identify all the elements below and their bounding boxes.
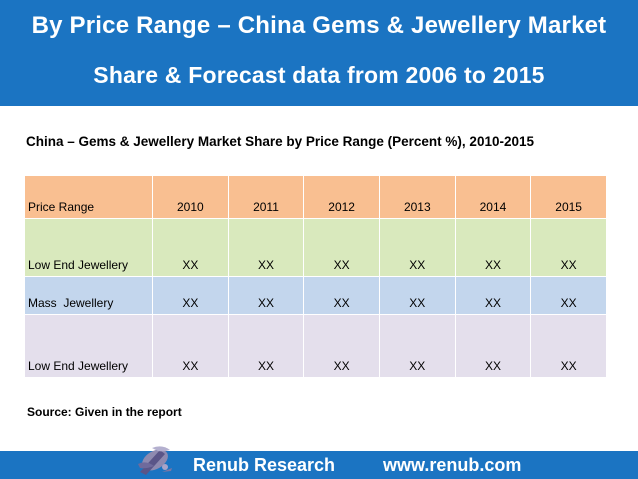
row-label: Low End Jewellery bbox=[24, 314, 153, 378]
table-cell: XX bbox=[152, 314, 229, 378]
table-cell: XX bbox=[227, 314, 305, 378]
table-row: Low End Jewellery XX XX XX XX XX XX bbox=[24, 314, 607, 378]
row-label: Low End Jewellery bbox=[24, 218, 153, 277]
table-cell: XX bbox=[530, 276, 607, 315]
table-cell: XX bbox=[530, 218, 607, 277]
column-header: 2013 bbox=[378, 175, 456, 219]
website-url: www.renub.com bbox=[383, 455, 522, 475]
table-cell: XX bbox=[303, 276, 380, 315]
renub-logo-icon bbox=[138, 446, 172, 475]
title-banner: By Price Range – China Gems & Jewellery … bbox=[0, 0, 638, 106]
page-title-line2: Share & Forecast data from 2006 to 2015 bbox=[93, 62, 545, 88]
table-cell: XX bbox=[227, 218, 305, 277]
column-header: 2014 bbox=[454, 175, 532, 219]
table-cell: XX bbox=[530, 314, 607, 378]
table-row: Mass Jewellery XX XX XX XX XX XX bbox=[24, 276, 607, 315]
table-cell: XX bbox=[454, 218, 532, 277]
company-name: Renub Research bbox=[193, 455, 336, 475]
column-header: 2012 bbox=[303, 175, 380, 219]
table-cell: XX bbox=[303, 314, 380, 378]
table-cell: XX bbox=[303, 218, 380, 277]
footer-bar: Renub Research www.renub.com bbox=[0, 451, 638, 479]
table-cell: XX bbox=[378, 314, 456, 378]
table-caption: China – Gems & Jewellery Market Share by… bbox=[26, 134, 534, 149]
market-share-table: Price Range 2010 2011 2012 2013 2014 201… bbox=[24, 175, 607, 378]
table-cell: XX bbox=[227, 276, 305, 315]
table-cell: XX bbox=[152, 276, 229, 315]
table-cell: XX bbox=[378, 276, 456, 315]
table-cell: XX bbox=[378, 218, 456, 277]
column-header: Price Range bbox=[24, 175, 153, 219]
source-note: Source: Given in the report bbox=[27, 405, 182, 419]
table-cell: XX bbox=[152, 218, 229, 277]
column-header: 2011 bbox=[227, 175, 305, 219]
table-row: Low End Jewellery XX XX XX XX XX XX bbox=[24, 218, 607, 277]
column-header: 2010 bbox=[152, 175, 229, 219]
table-cell: XX bbox=[454, 314, 532, 378]
table-cell: XX bbox=[454, 276, 532, 315]
table-header-row: Price Range 2010 2011 2012 2013 2014 201… bbox=[24, 175, 607, 219]
row-label: Mass Jewellery bbox=[24, 276, 153, 315]
page-title-line1: By Price Range – China Gems & Jewellery … bbox=[31, 12, 607, 39]
column-header: 2015 bbox=[530, 175, 607, 219]
